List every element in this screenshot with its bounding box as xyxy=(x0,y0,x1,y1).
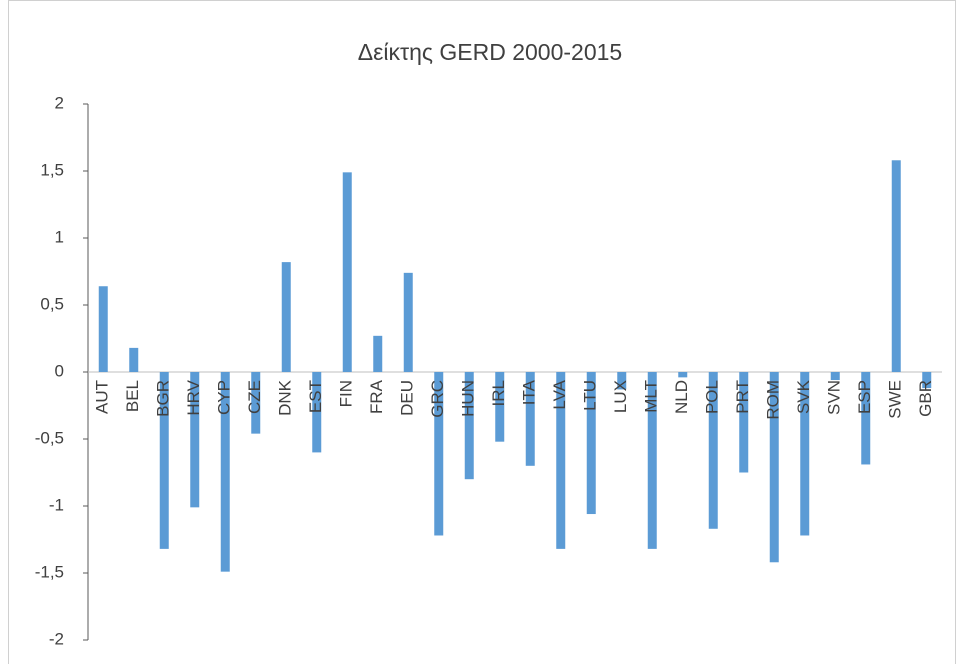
bar xyxy=(617,372,627,390)
bar xyxy=(403,272,413,372)
x-tick-label: ESP xyxy=(855,380,874,414)
x-tick-label: HUN xyxy=(459,380,478,417)
bar xyxy=(678,372,688,378)
x-tick-label: POL xyxy=(703,380,722,414)
x-tick-label: CYP xyxy=(215,380,234,415)
chart-border xyxy=(8,0,956,664)
bar xyxy=(98,286,108,372)
x-tick-label: LTU xyxy=(581,380,600,411)
x-tick-label: BEL xyxy=(123,380,142,412)
y-tick-label: -2 xyxy=(49,629,64,648)
bar xyxy=(159,372,169,549)
bar xyxy=(800,372,810,536)
y-tick-label: -0,5 xyxy=(35,428,64,447)
y-tick-label: 0,5 xyxy=(40,294,64,313)
bar xyxy=(830,372,840,381)
x-tick-label: GRC xyxy=(428,380,447,418)
x-tick-label: GBR xyxy=(916,380,935,417)
bar xyxy=(922,372,932,389)
x-tick-label: CZE xyxy=(245,380,264,414)
bar xyxy=(739,372,749,473)
x-tick-label: IRL xyxy=(489,380,508,406)
y-tick-label: 1 xyxy=(55,227,64,246)
bar xyxy=(434,372,444,536)
y-tick-label: -1 xyxy=(49,495,64,514)
x-tick-label: DNK xyxy=(276,379,295,416)
bar xyxy=(586,372,596,515)
x-tick-label: AUT xyxy=(93,380,112,414)
x-tick-label: SVN xyxy=(825,380,844,415)
x-tick-label: BGR xyxy=(154,380,173,417)
bar xyxy=(556,372,566,549)
bar xyxy=(342,172,352,372)
x-tick-label: SVK xyxy=(794,379,813,414)
x-tick-label: PRT xyxy=(733,380,752,414)
bar xyxy=(251,372,261,434)
x-tick-label: FIN xyxy=(337,380,356,407)
y-tick-label: -1,5 xyxy=(35,562,64,581)
bar xyxy=(190,372,200,508)
y-tick-label: 1,5 xyxy=(40,160,64,179)
bar xyxy=(769,372,779,563)
bar xyxy=(281,262,291,372)
bar xyxy=(647,372,657,549)
x-tick-label: MLT xyxy=(642,380,661,413)
x-tick-label: FRA xyxy=(367,379,386,414)
bar xyxy=(373,335,383,372)
chart-title: Δείκτης GERD 2000-2015 xyxy=(358,39,622,65)
x-tick-label: ROM xyxy=(764,380,783,420)
bar xyxy=(861,372,871,465)
x-tick-label: HRV xyxy=(184,379,203,415)
bar xyxy=(495,372,505,442)
bar xyxy=(525,372,535,466)
x-tick-label: LVA xyxy=(550,379,569,409)
bar xyxy=(129,347,139,372)
x-tick-label: EST xyxy=(306,380,325,413)
y-tick-label: 2 xyxy=(55,93,64,112)
x-tick-label: LUX xyxy=(611,380,630,413)
bar xyxy=(708,372,718,529)
bar xyxy=(220,372,230,572)
bar xyxy=(891,160,901,372)
x-tick-label: SWE xyxy=(886,380,905,419)
bar xyxy=(312,372,322,453)
x-tick-label: ITA xyxy=(520,379,539,405)
bar xyxy=(464,372,474,480)
x-tick-label: NLD xyxy=(672,380,691,414)
x-tick-label: DEU xyxy=(398,380,417,416)
y-tick-label: 0 xyxy=(55,361,64,380)
